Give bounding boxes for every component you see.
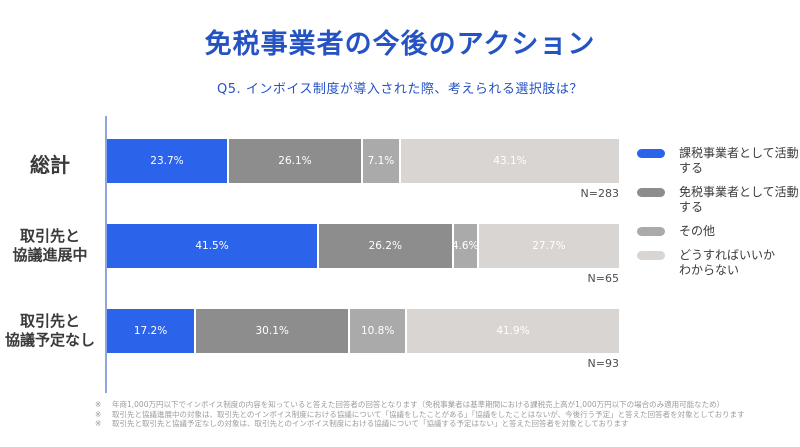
legend-label-line: 免税事業者として活動する [679,185,799,214]
bar-segment-taxable: 41.5% [107,224,317,268]
category-label-in-discussion: 取引先と 協議進展中 [0,227,100,265]
bar-segment-exempt: 26.1% [228,139,361,183]
page-title: 免税事業者の今後のアクション [204,29,596,60]
legend-label: どうすればいいか わからない [679,248,775,278]
footnote-marker: ※ [95,419,102,428]
n-count-label: N=283 [580,187,619,200]
legend-label-line: どうすればいいか [679,248,776,262]
segment-value-label: 41.5% [195,240,229,252]
footnote-marker: ※ [95,409,102,419]
legend-label: その他 [679,224,715,239]
n-count-label: N=93 [587,357,619,370]
legend-swatch-icon [637,227,665,236]
segment-value-label: 30.1% [255,325,289,337]
footnotes: ※ 年商1,000万円以下でインボイス制度の内容を知っていると答えた回答者の回答… [95,400,795,429]
segment-value-label: 10.8% [360,325,395,337]
category-label-total: 総計 [0,149,100,178]
bar-segment-other: 4.6% [451,224,479,268]
segment-value-label: 17.2% [133,325,168,337]
category-label-text: 取引先と [19,227,80,245]
legend-item-exempt: 免税事業者として活動する [637,185,800,215]
n-count-label: N=65 [587,272,619,285]
footnote-text: 取引先と協議進展中の対象は、取引先とのインボイス制度における協議について「協議を… [112,409,745,419]
category-label-text: 協議予定なし [4,331,95,349]
category-label-text: 総計 [30,153,70,177]
footnote-text: 取引先と取引先と協議予定なしの対象は、取引先とのインボイス制度における協議につい… [112,419,629,428]
segment-value-label: 43.1% [493,155,527,167]
bar-segment-unsure: 43.1% [400,139,619,183]
segment-value-label: 23.7% [150,155,184,167]
category-label-no-discussion: 取引先と 協議予定なし [0,312,100,350]
segment-value-label: 41.9% [496,325,530,337]
legend-swatch-icon [637,188,665,197]
legend-item-unsure: どうすればいいか わからない [637,248,800,278]
bar-segment-unsure: 41.9% [406,309,619,353]
legend-item-other: その他 [637,224,800,239]
stacked-bar-no-discussion: 17.2% 30.1% 10.8% 41.9% [107,309,619,353]
legend-swatch-icon [637,251,665,260]
footnote-line: ※ 年商1,000万円以下でインボイス制度の内容を知っていると答えた回答者の回答… [95,400,795,410]
segment-value-label: 26.1% [278,155,312,167]
stacked-bar-total: 23.7% 26.1% 7.1% 43.1% [107,139,619,183]
segment-value-label: 26.2% [368,240,402,252]
bar-segment-exempt: 26.2% [318,224,452,268]
bar-segment-exempt: 30.1% [196,309,349,353]
legend: 課税事業者として活動する 免税事業者として活動する その他 どうすればいいか わ… [637,146,800,287]
bar-segment-other: 10.8% [350,309,405,353]
question-subtitle: Q5. インボイス制度が導入された際、考えられる選択肢は？ [217,82,583,97]
segment-value-label: 7.1% [367,155,395,167]
footnote-line: ※ 取引先と協議進展中の対象は、取引先とのインボイス制度における協議について「協… [95,410,795,420]
y-axis-line [105,116,107,393]
legend-label-line: わからない [679,263,740,277]
footnote-marker: ※ [95,400,102,409]
stacked-bar-in-discussion: 41.5% 26.2% 4.6% 27.7% [107,224,619,268]
legend-label-line: その他 [679,224,716,238]
bar-segment-unsure: 27.7% [478,224,619,268]
legend-label: 免税事業者として活動する [679,185,800,215]
bar-segment-taxable: 17.2% [107,309,195,353]
legend-swatch-icon [637,149,665,158]
bar-segment-taxable: 23.7% [107,139,227,183]
legend-label-line: 課税事業者として活動する [679,146,799,175]
category-label-text: 取引先と [19,312,80,330]
segment-value-label: 4.6% [451,240,479,252]
segment-value-label: 27.7% [532,240,566,252]
footnote-text: 年商1,000万円以下でインボイス制度の内容を知っていると答えた回答者の回答とな… [112,400,725,409]
category-label-text: 協議進展中 [12,246,88,264]
legend-item-taxable: 課税事業者として活動する [637,146,800,176]
legend-label: 課税事業者として活動する [679,146,800,176]
bar-segment-other: 7.1% [362,139,399,183]
footnote-line: ※ 取引先と取引先と協議予定なしの対象は、取引先とのインボイス制度における協議に… [95,419,795,429]
